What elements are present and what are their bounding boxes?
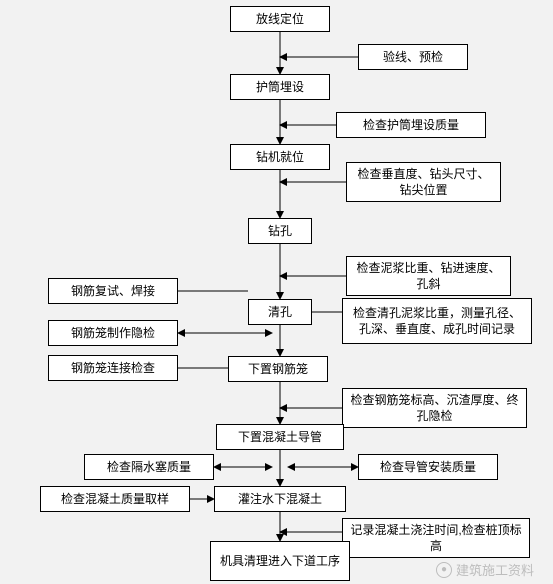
node-l2: 钢筋笼制作隐检 (48, 320, 178, 346)
node-l5: 检查混凝土质量取样 (40, 486, 190, 512)
node-s7: 检查导管安装质量 (358, 454, 498, 480)
wechat-icon: ● (436, 562, 452, 578)
node-s8: 记录混凝土浇注时间,检查桩顶标高 (342, 518, 530, 558)
node-n5: 清孔 (248, 299, 312, 325)
node-n7: 下置混凝土导管 (216, 424, 344, 450)
node-s1: 验线、预检 (358, 44, 468, 70)
node-s2: 检查护筒埋设质量 (336, 112, 486, 138)
node-n2: 护筒埋设 (230, 74, 330, 100)
node-s6: 检查钢筋笼标高、沉渣厚度、终孔隐检 (342, 388, 527, 428)
node-n8: 灌注水下混凝土 (214, 486, 346, 512)
watermark: ● 建筑施工资料 (436, 560, 534, 579)
node-l3: 钢筋笼连接检查 (48, 355, 178, 381)
node-n6: 下置钢筋笼 (228, 356, 328, 382)
node-s3: 检查垂直度、钻头尺寸、钻尖位置 (346, 162, 501, 202)
node-n9: 机具清理进入下道工序 (210, 541, 350, 581)
node-l1: 钢筋复试、焊接 (48, 278, 178, 304)
node-n4: 钻孔 (248, 218, 312, 244)
node-s5: 检查清孔泥浆比重，测量孔径、孔深、垂直度、成孔时间记录 (342, 298, 532, 344)
node-l4: 检查隔水塞质量 (84, 454, 214, 480)
node-s4: 检查泥浆比重、钻进速度、孔斜 (346, 256, 511, 296)
watermark-text: 建筑施工资料 (456, 560, 534, 579)
node-n3: 钻机就位 (230, 144, 330, 170)
node-n1: 放线定位 (230, 6, 330, 32)
